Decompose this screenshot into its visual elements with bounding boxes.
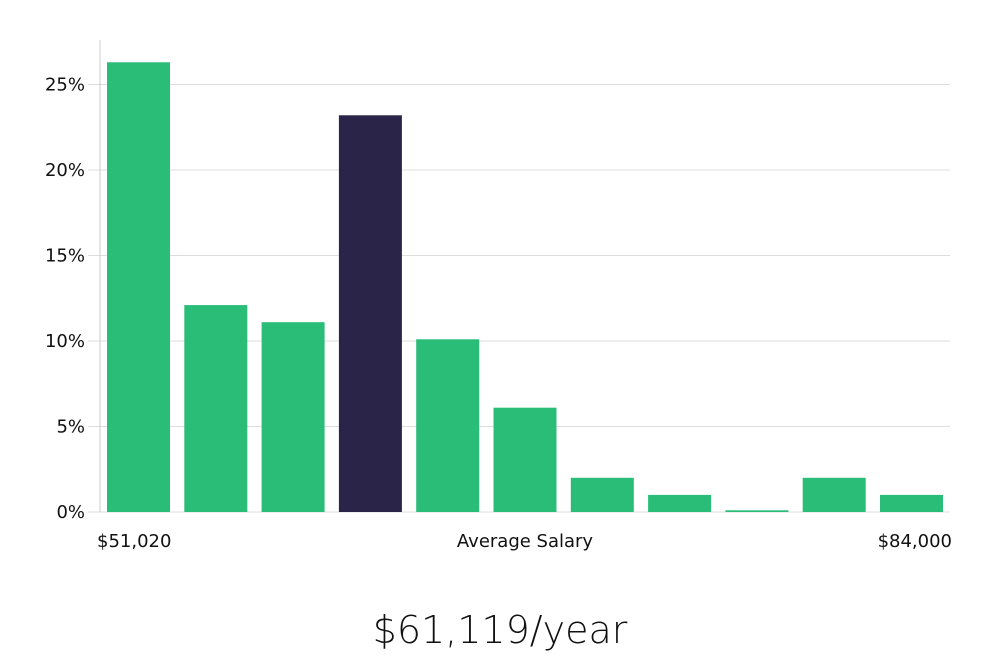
average-salary-value: $61,119/year bbox=[372, 608, 628, 652]
y-tick-label: 5% bbox=[56, 417, 85, 438]
salary-histogram: 0% 5% 10% 15% 20% 25% $51,020 Average Salary … bbox=[45, 40, 952, 552]
bar bbox=[570, 477, 634, 512]
y-tick-label: 0% bbox=[56, 502, 85, 523]
x-axis-labels: $51,020 Average Salary $84,000 bbox=[97, 531, 952, 552]
bar bbox=[493, 407, 557, 512]
bar bbox=[184, 305, 248, 512]
bar-highlighted bbox=[338, 115, 402, 512]
y-tick-labels: 0% 5% 10% 15% 20% 25% bbox=[45, 75, 85, 524]
y-tick-label: 10% bbox=[45, 331, 85, 352]
bar bbox=[261, 322, 325, 512]
bar bbox=[725, 510, 789, 512]
y-tick-label: 15% bbox=[45, 246, 85, 267]
bar bbox=[107, 62, 170, 513]
y-tick-label: 25% bbox=[45, 75, 85, 96]
bar bbox=[416, 339, 480, 512]
bars bbox=[107, 62, 943, 513]
x-axis-title: Average Salary bbox=[457, 531, 594, 552]
bar bbox=[880, 494, 943, 512]
bar bbox=[802, 477, 866, 512]
chart-canvas: 0% 5% 10% 15% 20% 25% $51,020 Average Salary … bbox=[45, 40, 952, 552]
x-min-label: $51,020 bbox=[97, 531, 171, 552]
bar bbox=[648, 494, 712, 512]
y-tick-label: 20% bbox=[45, 160, 85, 181]
x-max-label: $84,000 bbox=[878, 531, 952, 552]
